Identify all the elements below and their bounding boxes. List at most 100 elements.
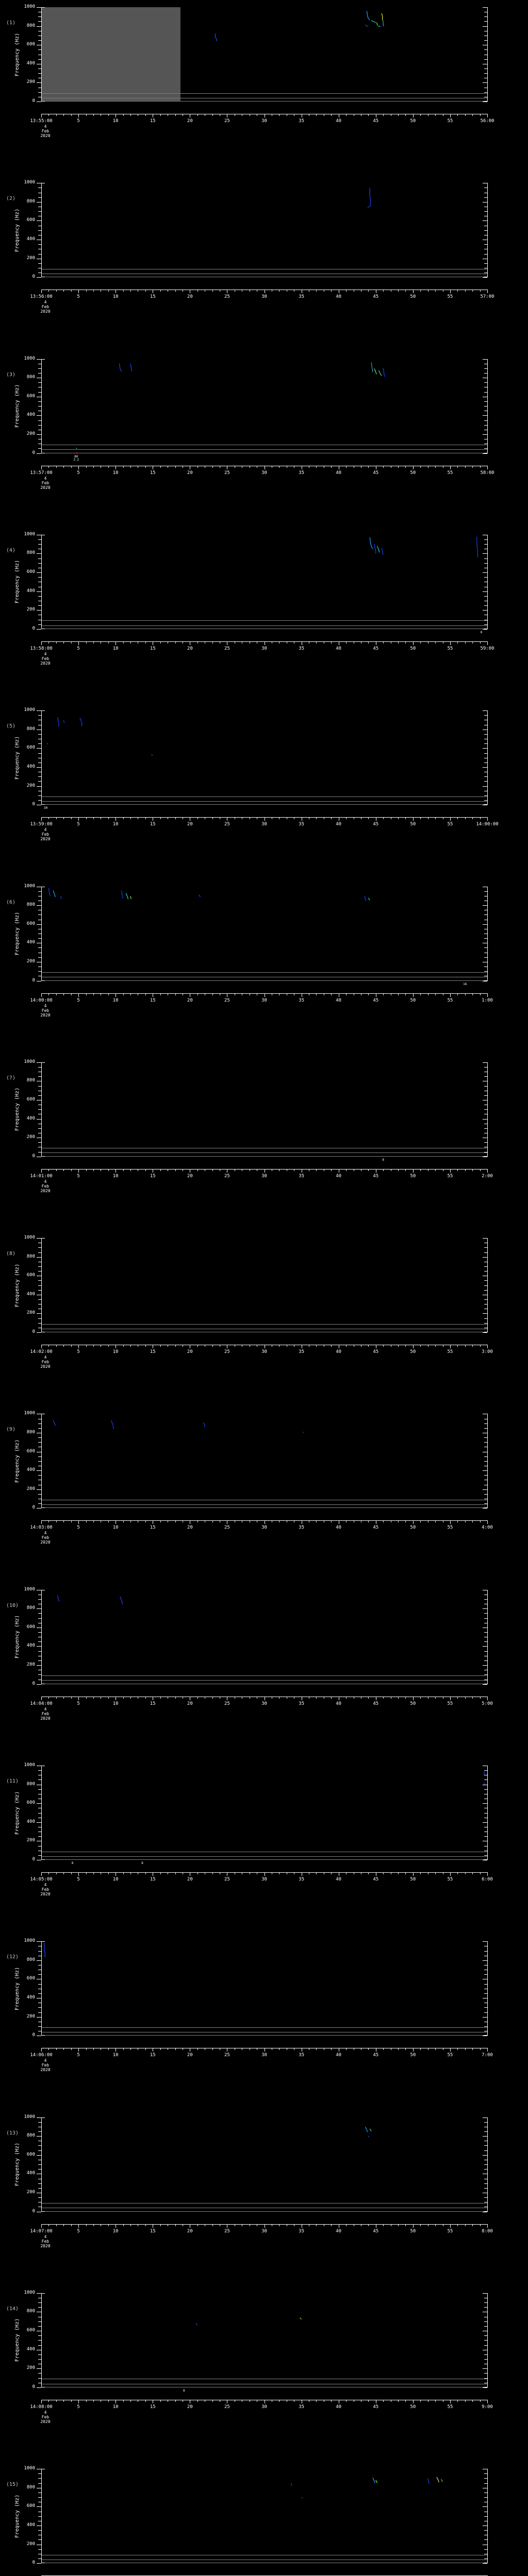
- plot-area[interactable]: [41, 710, 487, 805]
- time-tick-label: 25: [224, 1173, 230, 1179]
- time-tick-label: 10: [112, 997, 119, 1003]
- time-tick: [160, 465, 161, 468]
- y-tick-right: [483, 359, 487, 360]
- y-tick-right: [483, 453, 487, 454]
- axis-cap: [41, 1062, 45, 1063]
- y-tick-label: 400: [26, 1819, 35, 1824]
- time-tick: [48, 1345, 50, 1347]
- y-tick: [38, 596, 41, 597]
- time-tick: [56, 1872, 57, 1874]
- y-tick: [37, 1062, 41, 1063]
- time-tick: [145, 1168, 146, 1171]
- axis-annotation: 8: [382, 1158, 384, 1162]
- y-tick-right: [484, 596, 487, 597]
- time-tick: [435, 1520, 436, 1523]
- time-tick-label: 55: [447, 997, 453, 1003]
- plot-area[interactable]: [41, 1766, 487, 1860]
- time-tick-label: 40: [336, 1877, 342, 1882]
- time-tick: [86, 1345, 87, 1347]
- time-tick: [435, 1345, 436, 1347]
- y-tick-right: [484, 1599, 487, 1600]
- spectrogram-panel: 0 200 400 600 800 1000 Frequency (Hz) (9) 14:03:…: [0, 1411, 528, 1554]
- plot-area[interactable]: [41, 7, 487, 101]
- plot-area[interactable]: [41, 886, 487, 981]
- time-tick: [420, 465, 421, 468]
- y-tick: [38, 914, 41, 916]
- plot-area[interactable]: [41, 534, 487, 629]
- time-tick-label: 35: [299, 1701, 304, 1706]
- plot-area[interactable]: [41, 1062, 487, 1157]
- time-tick: [487, 465, 488, 469]
- time-tick: [480, 1520, 481, 1523]
- time-tick-label: 20: [187, 1349, 193, 1355]
- plot-area[interactable]: [41, 2469, 487, 2564]
- y-tick: [38, 2473, 41, 2475]
- plot-area[interactable]: [41, 2293, 487, 2387]
- time-tick-label: 45: [373, 1525, 379, 1531]
- plot-area[interactable]: [41, 359, 487, 453]
- time-tick: [480, 1872, 481, 1874]
- time-tick-label: 15: [150, 1173, 156, 1179]
- time-tick: [123, 817, 124, 820]
- time-tick-label: 35: [299, 294, 304, 300]
- time-tick: [48, 2048, 50, 2050]
- y-tick: [37, 2136, 41, 2137]
- time-tick-label: 50: [410, 1877, 416, 1882]
- time-tick: [398, 2048, 399, 2050]
- y-tick: [38, 244, 41, 245]
- y-tick: [37, 1803, 41, 1804]
- time-tick: [480, 1345, 481, 1347]
- y-tick: [37, 629, 41, 630]
- time-tick: [160, 2048, 161, 2050]
- time-tick: [465, 2399, 466, 2402]
- plot-area[interactable]: [41, 2117, 487, 2212]
- time-tick: [383, 114, 384, 116]
- y-tick-right: [484, 938, 487, 939]
- time-tick: [472, 1696, 473, 1699]
- time-tick: [130, 1520, 131, 1523]
- time-tick: [450, 114, 451, 117]
- time-tick: [420, 290, 421, 292]
- plot-area[interactable]: [41, 1414, 487, 1509]
- time-tick-label: 30: [261, 2053, 267, 2058]
- axis-cap: [484, 804, 488, 805]
- time-tick-label: 5: [77, 1701, 80, 1706]
- y-tick-right: [484, 1951, 487, 1952]
- plot-area[interactable]: [41, 1941, 487, 2036]
- y-tick-label: 200: [26, 1134, 35, 1140]
- date-stack-label: 4 Feb 2020: [40, 1707, 50, 1721]
- time-tick: [480, 2399, 481, 2402]
- plot-area[interactable]: [41, 1589, 487, 1684]
- time-tick: [56, 114, 57, 116]
- y-tick-label: 1000: [24, 355, 35, 361]
- y-tick: [38, 2188, 41, 2189]
- time-tick-label: 55: [447, 294, 453, 300]
- time-tick: [450, 290, 451, 294]
- y-tick: [38, 1632, 41, 1633]
- y-tick-label: 1000: [24, 2466, 35, 2471]
- time-tick: [78, 2224, 79, 2228]
- time-tick: [63, 993, 64, 995]
- time-tick: [71, 114, 72, 116]
- time-tick-label: 15: [150, 2228, 156, 2234]
- time-tick-label: 40: [336, 646, 342, 651]
- time-tick-label: 40: [336, 118, 342, 124]
- detection-trace: [53, 890, 55, 897]
- time-tick: [71, 2224, 72, 2226]
- y-tick: [38, 1442, 41, 1443]
- time-tick: [123, 465, 124, 468]
- y-tick-right: [484, 2183, 487, 2184]
- y-tick-label: 400: [26, 2522, 35, 2528]
- plot-area[interactable]: [41, 183, 487, 278]
- detection-traces: [41, 1766, 487, 1860]
- y-tick: [38, 2558, 41, 2560]
- spectrogram-panel: 0 200 400 600 800 1000 Frequency (Hz) (14) 8 14:0…: [0, 2290, 528, 2434]
- time-tick: [197, 2048, 198, 2050]
- time-tick: [316, 641, 317, 643]
- time-axis-start-label: 13:56:00: [30, 294, 53, 300]
- time-axis-end-label: 56:00: [480, 118, 494, 124]
- y-tick: [38, 401, 41, 402]
- y-tick-label: 600: [26, 393, 35, 399]
- plot-area[interactable]: [41, 1238, 487, 1333]
- time-tick-label: 35: [299, 997, 304, 1003]
